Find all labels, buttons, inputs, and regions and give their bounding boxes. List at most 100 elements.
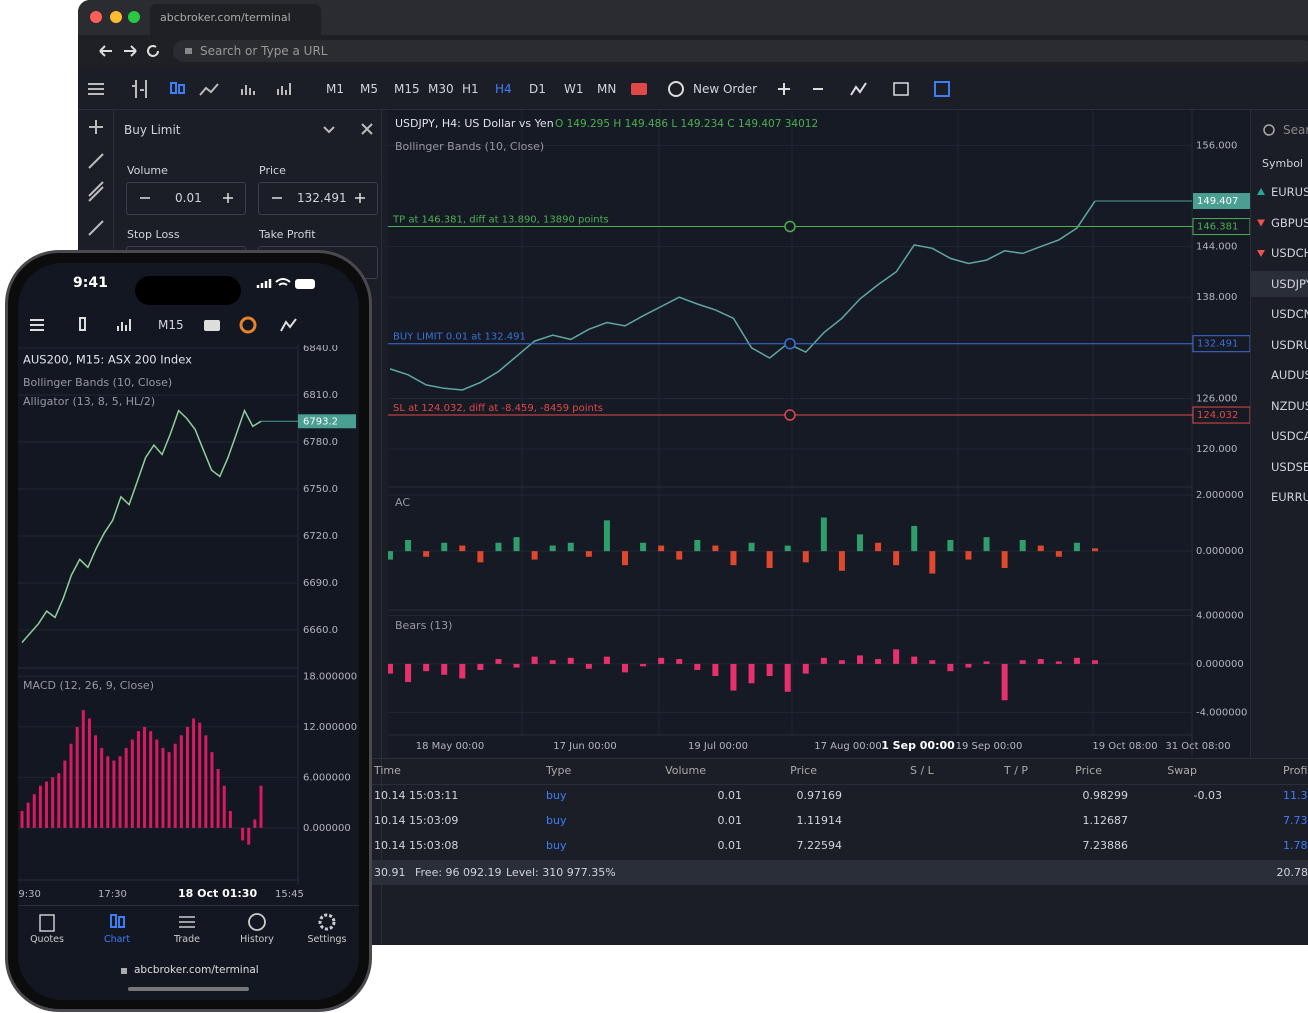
studies-icon[interactable] bbox=[280, 318, 297, 332]
stepper-icons[interactable] bbox=[140, 193, 365, 203]
address-field[interactable] bbox=[173, 40, 1308, 62]
indicators-icon[interactable] bbox=[850, 82, 867, 96]
trade-icon[interactable] bbox=[204, 320, 220, 331]
direction-arrow bbox=[1257, 188, 1265, 195]
tab-label[interactable]: Quotes bbox=[30, 934, 64, 945]
level-value: 146.381 bbox=[1197, 222, 1238, 233]
tab-icon[interactable] bbox=[118, 916, 125, 928]
timeframe[interactable]: M1 bbox=[326, 82, 344, 96]
chart-title: AUS200, M15: ASX 200 Index bbox=[23, 353, 192, 367]
indicators-icon[interactable] bbox=[117, 319, 131, 331]
zoom-dot[interactable] bbox=[128, 11, 140, 23]
bar bbox=[423, 663, 430, 672]
calendar-icon[interactable] bbox=[893, 82, 909, 96]
cell-current_price: 1.12687 bbox=[1082, 814, 1129, 827]
desktop-chart: 156.000 144.000 138.000 126.000 120.000 TP at… bbox=[388, 110, 1250, 757]
bar bbox=[965, 551, 972, 560]
timeframe[interactable]: M15 bbox=[394, 82, 420, 96]
column-header: Type bbox=[546, 764, 572, 777]
timeframe[interactable]: M5 bbox=[360, 82, 378, 96]
bar bbox=[694, 663, 701, 670]
bars-icon[interactable] bbox=[132, 80, 147, 98]
symbol-name: USDRU bbox=[1271, 337, 1308, 352]
timeframe[interactable]: M30 bbox=[428, 82, 454, 96]
indicator-label: Bollinger Bands (10, Close) bbox=[23, 376, 172, 389]
drawing-tools[interactable] bbox=[88, 120, 104, 236]
panel-controls[interactable] bbox=[323, 123, 373, 135]
bar bbox=[820, 517, 827, 552]
bar bbox=[192, 718, 196, 828]
tab-label[interactable]: Trade bbox=[173, 934, 200, 945]
phone-chart: 6840.0 6810.0 6780.0 6750.0 6720.0 6690.0 6660… bbox=[18, 345, 357, 900]
y-tick-label: 4.000000 bbox=[1196, 610, 1244, 621]
candles-icon[interactable] bbox=[178, 84, 185, 94]
column-header: Price bbox=[1075, 764, 1102, 777]
bar bbox=[875, 542, 882, 552]
bar bbox=[405, 539, 412, 552]
y-tick-label: 6690.0 bbox=[303, 578, 338, 589]
tab-label[interactable]: History bbox=[240, 934, 274, 945]
tab-label[interactable]: Settings bbox=[307, 934, 347, 945]
bar bbox=[585, 663, 592, 669]
timeframe[interactable]: H1 bbox=[462, 82, 479, 96]
bar bbox=[247, 827, 251, 845]
timeframe[interactable]: D1 bbox=[529, 82, 546, 96]
volume-box[interactable] bbox=[126, 182, 246, 215]
clock-icon[interactable] bbox=[668, 81, 684, 97]
field-label: Take Profit bbox=[259, 228, 316, 241]
bar bbox=[513, 663, 520, 668]
search-icon[interactable] bbox=[1263, 124, 1275, 136]
tab-icon[interactable] bbox=[248, 913, 266, 931]
level-label: BUY LIMIT 0.01 at 132.491 bbox=[393, 332, 526, 343]
cell-swap: -0.03 bbox=[1193, 789, 1222, 802]
tab-icon[interactable] bbox=[110, 914, 117, 928]
bar bbox=[1073, 657, 1080, 664]
menu-icon[interactable] bbox=[30, 319, 44, 331]
home-indicator bbox=[128, 987, 249, 991]
timeframe[interactable]: MN bbox=[597, 82, 617, 96]
clock-icon[interactable] bbox=[239, 316, 257, 334]
bar bbox=[567, 542, 574, 552]
bar bbox=[640, 542, 647, 552]
bar bbox=[712, 663, 719, 677]
tab[interactable] bbox=[150, 4, 321, 35]
bar bbox=[167, 752, 171, 828]
x-tick-label: 1 Sep 00:00 bbox=[881, 739, 955, 752]
one-click-icon[interactable] bbox=[631, 83, 647, 95]
minimize-dot[interactable] bbox=[110, 11, 122, 23]
price-box[interactable] bbox=[258, 182, 378, 215]
bar bbox=[983, 537, 990, 552]
reload-icon[interactable] bbox=[147, 45, 159, 57]
bar bbox=[640, 663, 647, 667]
tab-icon[interactable] bbox=[179, 916, 195, 928]
close-dot[interactable] bbox=[90, 11, 102, 23]
timeframe[interactable]: H4 bbox=[495, 82, 512, 96]
orders-icon[interactable] bbox=[934, 81, 950, 97]
phone-icons bbox=[30, 278, 336, 991]
symbol-name: EURRU bbox=[1271, 490, 1308, 504]
bar bbox=[567, 657, 574, 664]
y-tick-label: 6780.0 bbox=[303, 437, 338, 448]
bar bbox=[875, 659, 882, 664]
candles-icon[interactable] bbox=[79, 317, 86, 331]
indicator-icons[interactable] bbox=[241, 83, 291, 95]
bar bbox=[1001, 551, 1008, 568]
level-label: SL at 124.032, diff at -8.459, -8459 poi… bbox=[393, 403, 603, 414]
order-panel bbox=[113, 110, 382, 945]
candles-icon[interactable] bbox=[170, 82, 177, 94]
nav-arrows[interactable] bbox=[99, 45, 137, 57]
tab-icon[interactable] bbox=[39, 914, 55, 932]
timeframe[interactable]: W1 bbox=[564, 82, 584, 96]
zoom-icons[interactable] bbox=[778, 83, 823, 95]
menu-icon[interactable] bbox=[88, 83, 104, 95]
tab-label[interactable]: Chart bbox=[103, 934, 131, 945]
line-icon[interactable] bbox=[199, 83, 219, 96]
tab-icon[interactable] bbox=[318, 913, 336, 931]
timeframe[interactable]: M15 bbox=[158, 318, 184, 332]
new-order-button[interactable]: New Order bbox=[693, 82, 758, 96]
bar bbox=[1019, 660, 1026, 664]
bar bbox=[802, 663, 809, 674]
level-value: 132.491 bbox=[1197, 339, 1238, 350]
bar bbox=[459, 663, 466, 679]
total-profit: 20.78 bbox=[1276, 866, 1308, 879]
